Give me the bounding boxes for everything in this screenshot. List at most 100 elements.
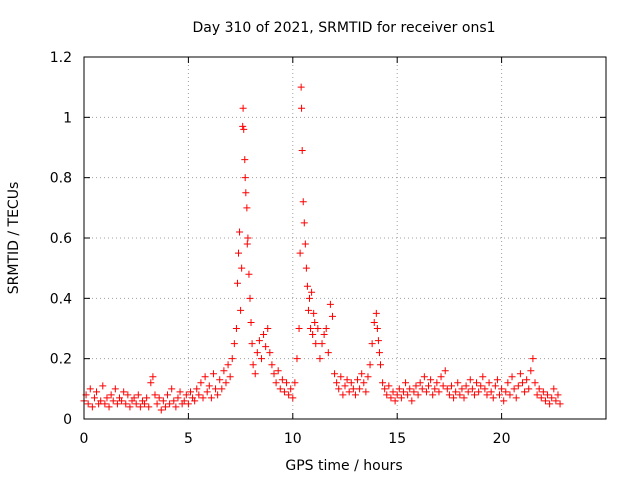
data-point (500, 397, 508, 405)
data-point (88, 403, 96, 411)
data-point (489, 394, 497, 402)
data-point (109, 397, 117, 405)
data-point (479, 373, 487, 381)
data-point (443, 385, 451, 393)
data-point (533, 391, 541, 399)
data-point (298, 104, 306, 112)
data-point (460, 394, 468, 402)
data-point (103, 394, 111, 402)
data-point (431, 385, 439, 393)
data-point (326, 300, 334, 308)
data-point (301, 240, 309, 248)
data-point (238, 264, 246, 272)
data-point (239, 122, 247, 130)
data-point (552, 397, 560, 405)
data-point (539, 388, 547, 396)
data-point (366, 361, 374, 369)
data-point (172, 403, 180, 411)
data-point (176, 388, 184, 396)
data-point (289, 394, 297, 402)
data-point (337, 373, 345, 381)
data-point (295, 325, 303, 332)
data-point (418, 385, 426, 393)
data-point (343, 376, 351, 384)
data-point (328, 312, 336, 320)
data-point (239, 104, 247, 112)
data-point (335, 385, 343, 393)
data-point (447, 382, 455, 390)
data-point (502, 388, 510, 396)
x-tick-label: 10 (284, 431, 302, 447)
data-point (468, 385, 476, 393)
data-point (450, 394, 458, 402)
data-point (391, 397, 399, 405)
data-point (462, 382, 470, 390)
data-point (374, 337, 382, 345)
data-point (86, 385, 94, 393)
data-point (113, 400, 121, 408)
data-point (422, 388, 430, 396)
data-point (97, 397, 105, 405)
data-point (136, 403, 144, 411)
data-point (477, 382, 485, 390)
data-point (186, 388, 194, 396)
data-point (339, 391, 347, 399)
data-point (228, 355, 236, 363)
data-point (299, 198, 307, 206)
data-point (416, 379, 424, 387)
data-point (475, 388, 483, 396)
data-point (406, 385, 414, 393)
data-point (433, 379, 441, 387)
data-point (193, 385, 201, 393)
data-point (122, 400, 130, 408)
data-point (232, 325, 240, 332)
data-point (168, 385, 176, 393)
data-point (310, 309, 318, 317)
data-point (257, 355, 265, 363)
data-point (546, 400, 554, 408)
data-point (205, 382, 213, 390)
data-point (368, 340, 376, 348)
data-point (527, 367, 535, 375)
data-point (218, 385, 226, 393)
data-point (241, 156, 249, 164)
data-point (360, 379, 368, 387)
data-point (383, 391, 391, 399)
data-point (351, 391, 359, 399)
data-point (425, 382, 433, 390)
data-point (498, 385, 506, 393)
data-point (345, 388, 353, 396)
data-point (464, 388, 472, 396)
data-point (435, 388, 443, 396)
data-point (364, 373, 372, 381)
data-point (235, 249, 243, 257)
data-point (203, 388, 211, 396)
data-point (161, 403, 169, 411)
data-point (226, 373, 234, 381)
data-point (437, 373, 445, 381)
data-point (324, 349, 332, 357)
data-point (385, 382, 393, 390)
data-point (278, 376, 286, 384)
y-tick-label: 0 (63, 412, 72, 428)
data-point (458, 385, 466, 393)
data-point (404, 391, 412, 399)
data-point (535, 385, 543, 393)
data-point (180, 397, 188, 405)
data-point (491, 382, 499, 390)
data-point (274, 367, 282, 375)
data-point (201, 373, 209, 381)
data-point (118, 397, 126, 405)
data-point (182, 391, 190, 399)
data-point (141, 400, 149, 408)
data-point (408, 397, 416, 405)
data-point (399, 388, 407, 396)
data-point (195, 391, 203, 399)
data-point (243, 240, 251, 248)
data-point (209, 370, 217, 378)
data-point (314, 325, 322, 332)
data-point (395, 385, 403, 393)
data-point (521, 388, 529, 396)
data-point (320, 331, 328, 339)
data-point (541, 397, 549, 405)
